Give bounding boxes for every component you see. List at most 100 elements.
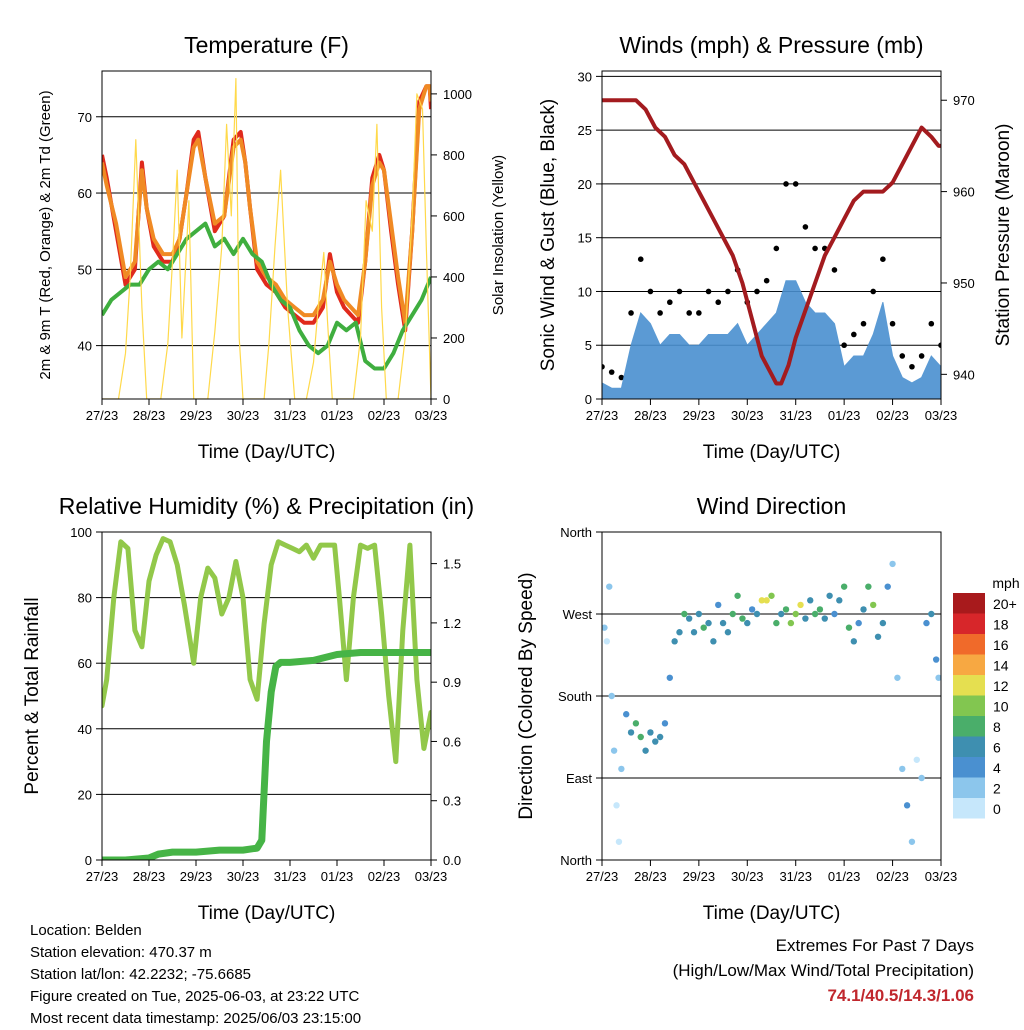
y-tick-label: 40 <box>78 339 92 354</box>
direction-point <box>710 638 717 645</box>
x-tick-label: 31/23 <box>779 869 812 884</box>
colorbar-level-label: 16 <box>993 637 1009 653</box>
direction-point <box>874 633 882 640</box>
y-tick-label: 20 <box>78 787 92 802</box>
pressure-line <box>602 98 941 386</box>
x-tick-label: 27/23 <box>86 869 119 884</box>
x-tick-label: 27/23 <box>86 408 119 423</box>
y-tick-label: North <box>560 525 592 540</box>
x-tick-label: 01/23 <box>321 408 354 423</box>
direction-point <box>613 802 620 809</box>
direction-point <box>831 610 838 618</box>
direction-point <box>792 610 799 618</box>
series-line-solar <box>102 78 431 399</box>
x-tick-label: 28/23 <box>133 869 166 884</box>
gust-point <box>880 256 886 262</box>
gust-point <box>763 277 770 284</box>
colorbar-level-label: 0 <box>993 801 1001 817</box>
gust-point <box>831 267 838 273</box>
direction-point <box>719 619 727 627</box>
chart-title: Wind Direction <box>697 493 847 519</box>
plot-area <box>102 536 431 860</box>
x-tick-label: 02/23 <box>876 869 909 884</box>
direction-point <box>685 615 693 622</box>
direction-point <box>787 619 795 627</box>
extremes-values: 74.1/40.5/14.3/1.06 <box>827 986 974 1005</box>
gust-point <box>705 288 712 295</box>
gust-point <box>676 288 683 295</box>
colorbar-level-label: 2 <box>993 781 1001 797</box>
x-axis-label: Time (Day/UTC) <box>703 903 841 924</box>
colorbar-level-label: 18 <box>993 617 1009 633</box>
gust-point <box>647 288 654 295</box>
gust-point <box>851 331 857 338</box>
location-label: Location: Belden <box>30 922 142 939</box>
gust-point <box>773 245 780 252</box>
direction-point <box>773 619 780 627</box>
colorbar-level-label: 8 <box>993 719 1001 735</box>
y2-axis-label: Station Pressure (Maroon) <box>993 124 1014 347</box>
y2-tick-label: 600 <box>443 209 465 224</box>
latlon-label: Station lat/lon: 42.2232; -75.6685 <box>30 966 252 983</box>
plot-area <box>602 98 941 399</box>
extremes-box: Extremes For Past 7 Days (High/Low/Max W… <box>673 933 974 1008</box>
y2-tick-label: 1000 <box>443 87 472 102</box>
x-tick-label: 30/23 <box>731 408 764 423</box>
direction-point <box>608 692 615 700</box>
gust-point <box>899 353 906 359</box>
direction-point <box>807 597 814 604</box>
extremes-title: Extremes For Past 7 Days <box>775 936 974 955</box>
y-tick-label: 15 <box>578 231 592 246</box>
gust-point <box>754 288 760 295</box>
direction-point <box>860 606 867 613</box>
gust-point <box>696 310 702 316</box>
direction-point <box>763 597 770 604</box>
y2-tick-label: 0.6 <box>443 734 461 749</box>
created-label: Figure created on Tue, 2025-06-03, at 23… <box>30 988 360 1005</box>
colorbar-swatch <box>953 798 985 819</box>
chart-panel-4: Wind Direction Time (Day/UTC) Direction (C… <box>516 493 957 924</box>
plot-border <box>101 531 432 861</box>
direction-point <box>777 610 785 618</box>
y2-tick-label: 0.9 <box>443 675 461 690</box>
direction-point <box>932 656 940 663</box>
direction-point <box>690 629 698 636</box>
direction-point <box>615 838 623 845</box>
direction-point <box>811 610 819 618</box>
series-line-precip <box>102 649 431 860</box>
gust-point <box>909 363 915 370</box>
gust-point <box>870 288 876 295</box>
colorbar-level-label: 20+ <box>993 596 1017 612</box>
plot-border <box>601 531 942 861</box>
y2-tick-label: 400 <box>443 270 465 285</box>
x-tick-label: 03/23 <box>925 869 958 884</box>
x-tick-label: 27/23 <box>586 408 619 423</box>
direction-point <box>700 624 707 631</box>
colorbar-swatch <box>953 675 985 696</box>
gust-point <box>860 320 867 327</box>
direction-point <box>676 629 683 636</box>
gust-point <box>608 369 615 375</box>
x-tick-label: 02/23 <box>368 869 401 884</box>
x-tick-label: 03/23 <box>925 408 958 423</box>
x-tick-label: 30/23 <box>731 869 764 884</box>
y-tick-label: 25 <box>578 123 592 138</box>
station-info: Location: Belden Station elevation: 470.… <box>30 920 361 1030</box>
y2-tick-label: 0.3 <box>443 794 461 809</box>
direction-point <box>739 615 746 622</box>
colorbar-level-label: 6 <box>993 740 1001 756</box>
y-tick-label: 0 <box>585 392 592 407</box>
x-axis-label: Time (Day/UTC) <box>703 442 841 463</box>
y-tick-label: 60 <box>78 186 92 201</box>
direction-point <box>908 838 916 845</box>
gust-point <box>928 320 935 327</box>
direction-point <box>913 756 920 763</box>
colorbar-swatch <box>953 593 985 614</box>
series-line-dewpoint <box>102 221 431 371</box>
direction-point <box>610 747 618 754</box>
gust-point <box>889 320 896 327</box>
direction-point <box>870 601 877 609</box>
y-tick-label: 30 <box>578 69 592 84</box>
y-tick-label: 0 <box>85 853 92 868</box>
colorbar: mph 20+ 18 16 14 12 10 8 6 4 2 0 <box>953 575 1020 819</box>
